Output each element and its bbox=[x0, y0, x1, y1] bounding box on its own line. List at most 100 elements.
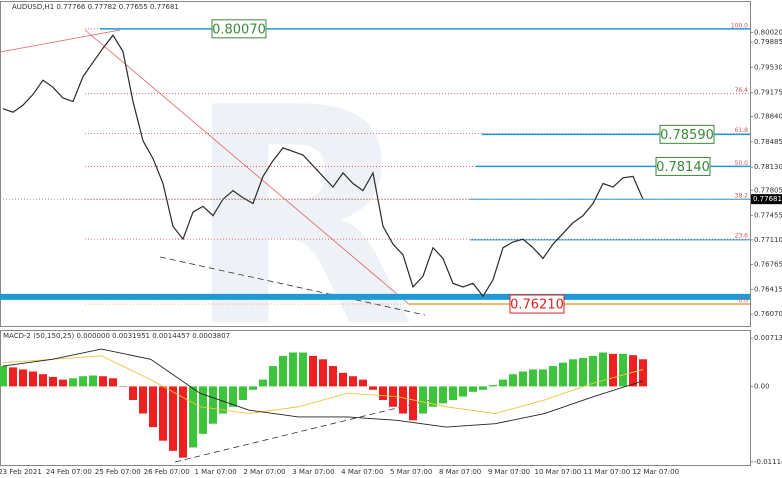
macd-bar bbox=[49, 376, 57, 387]
y-tick-label: 0.78840 bbox=[754, 113, 782, 121]
macd-bar bbox=[319, 359, 327, 387]
macd-bar bbox=[239, 386, 247, 400]
macd-bar bbox=[219, 386, 227, 414]
watermark: R bbox=[184, 44, 415, 393]
macd-bar bbox=[129, 386, 137, 400]
macd-bar bbox=[349, 376, 357, 387]
macd-bar bbox=[249, 386, 257, 390]
y-tick-label: 0.79885 bbox=[754, 38, 782, 46]
macd-bar bbox=[329, 366, 337, 387]
macd-bar bbox=[39, 374, 47, 387]
y-tick-label: -0.011146 bbox=[754, 458, 782, 466]
macd-line bbox=[2, 348, 644, 428]
price-box-label: 0.80070 bbox=[212, 22, 266, 37]
y-tick-label: 0.80020 bbox=[754, 28, 782, 36]
macd-bar bbox=[509, 374, 517, 387]
trend-line bbox=[174, 399, 431, 463]
macd-bar bbox=[619, 353, 627, 387]
macd-bar bbox=[409, 386, 417, 421]
fib-label: 0.0 bbox=[738, 298, 748, 305]
macd-bar bbox=[99, 376, 107, 387]
fib-label: 76.4 bbox=[735, 87, 749, 94]
macd-bar bbox=[279, 355, 287, 387]
x-tick-label: 12 Mar 07:00 bbox=[632, 468, 679, 476]
macd-bar bbox=[29, 371, 37, 387]
macd-line bbox=[2, 355, 644, 414]
macd-bar bbox=[569, 359, 577, 387]
macd-bar bbox=[449, 386, 457, 400]
macd-bar bbox=[309, 355, 317, 387]
macd-bar bbox=[439, 386, 447, 404]
x-tick-label: 10 Mar 07:00 bbox=[535, 468, 582, 476]
x-tick-label: 1 Mar 07:00 bbox=[194, 468, 236, 476]
macd-bar bbox=[149, 386, 157, 428]
x-tick-label: 8 Mar 07:00 bbox=[439, 468, 481, 476]
macd-title: MACD-2 (50,150,25) 0.000000 0.0031951 0.… bbox=[3, 332, 230, 340]
macd-bar bbox=[479, 386, 487, 390]
x-tick-label: 3 Mar 07:00 bbox=[292, 468, 334, 476]
trend-line bbox=[84, 29, 411, 306]
y-tick-label: 0.0071371 bbox=[754, 334, 782, 342]
price-box-label: 0.78140 bbox=[656, 160, 710, 175]
x-tick-label: 26 Feb 07:00 bbox=[144, 468, 190, 476]
macd-bar bbox=[299, 352, 307, 387]
price-title: AUDUSD,H1 0.77766 0.77782 0.77655 0.7768… bbox=[12, 3, 179, 11]
macd-bar bbox=[599, 352, 607, 387]
x-tick-label: 9 Mar 07:00 bbox=[488, 468, 530, 476]
macd-bar bbox=[69, 378, 77, 387]
fib-label: 23.6 bbox=[735, 233, 749, 240]
y-tick-label: 0.78485 bbox=[754, 138, 782, 146]
price-panel bbox=[0, 1, 751, 327]
macd-bar bbox=[489, 385, 497, 387]
macd-bar bbox=[369, 386, 377, 390]
macd-bar bbox=[289, 352, 297, 387]
macd-bar bbox=[579, 357, 587, 387]
price-box bbox=[509, 294, 565, 314]
macd-bar bbox=[269, 366, 277, 387]
fib-label: 50.0 bbox=[735, 160, 749, 167]
current-price-label: 0.77681 bbox=[753, 195, 782, 203]
macd-bar bbox=[259, 379, 267, 387]
macd-bar bbox=[529, 369, 537, 387]
macd-bar bbox=[629, 355, 637, 387]
macd-bar bbox=[609, 353, 617, 387]
macd-bar bbox=[59, 379, 67, 387]
macd-bar bbox=[589, 355, 597, 387]
macd-bar bbox=[79, 376, 87, 387]
y-tick-label: 0.78130 bbox=[754, 163, 782, 171]
macd-bar bbox=[89, 375, 97, 387]
macd-bar bbox=[519, 371, 527, 387]
macd-bar bbox=[9, 367, 17, 387]
x-tick-label: 2 Mar 07:00 bbox=[243, 468, 285, 476]
macd-bar bbox=[559, 362, 567, 387]
x-tick-label: 24 Feb 07:00 bbox=[46, 468, 92, 476]
macd-bar bbox=[549, 366, 557, 387]
macd-bar bbox=[399, 386, 407, 414]
x-tick-label: 11 Mar 07:00 bbox=[583, 468, 630, 476]
macd-bar bbox=[429, 386, 437, 407]
fib-label: 61.8 bbox=[735, 127, 749, 134]
macd-bar bbox=[209, 386, 217, 424]
y-tick-label: 0.76415 bbox=[754, 285, 782, 293]
fib-label: 100.0 bbox=[731, 22, 748, 29]
macd-bar bbox=[139, 386, 147, 414]
macd-bar bbox=[499, 379, 507, 387]
x-tick-label: 25 Feb 07:00 bbox=[95, 468, 141, 476]
y-tick-label: 0.76765 bbox=[754, 260, 782, 268]
macd-bar bbox=[539, 369, 547, 387]
y-tick-label: 0.77805 bbox=[754, 186, 782, 194]
y-tick-label: 0.76070 bbox=[754, 310, 782, 318]
macd-bar bbox=[189, 386, 197, 448]
price-box bbox=[659, 124, 715, 144]
macd-bar bbox=[229, 386, 237, 407]
macd-bar bbox=[109, 378, 117, 387]
macd-bar bbox=[0, 366, 7, 387]
macd-bar bbox=[359, 379, 367, 387]
price-box-label: 0.76210 bbox=[510, 298, 564, 313]
current-price-box bbox=[751, 194, 782, 205]
y-tick-label: 0.79175 bbox=[754, 89, 782, 97]
macd-bar bbox=[159, 386, 167, 441]
macd-bar bbox=[339, 372, 347, 387]
